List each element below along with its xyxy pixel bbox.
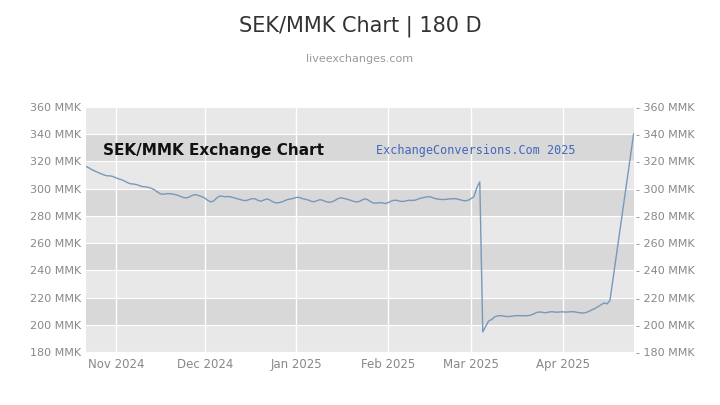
Bar bbox=[86, 189, 634, 216]
Bar bbox=[86, 107, 634, 134]
Text: SEK/MMK Chart | 180 D: SEK/MMK Chart | 180 D bbox=[239, 15, 481, 37]
Text: ExchangeConversions.Com 2025: ExchangeConversions.Com 2025 bbox=[377, 144, 576, 157]
Bar bbox=[86, 216, 634, 243]
Bar bbox=[86, 271, 634, 298]
Bar bbox=[86, 243, 634, 271]
Bar bbox=[86, 298, 634, 325]
Text: SEK/MMK Exchange Chart: SEK/MMK Exchange Chart bbox=[103, 143, 324, 158]
Bar bbox=[86, 161, 634, 189]
Bar bbox=[86, 134, 634, 161]
Text: liveexchanges.com: liveexchanges.com bbox=[307, 54, 413, 64]
Bar bbox=[86, 325, 634, 352]
